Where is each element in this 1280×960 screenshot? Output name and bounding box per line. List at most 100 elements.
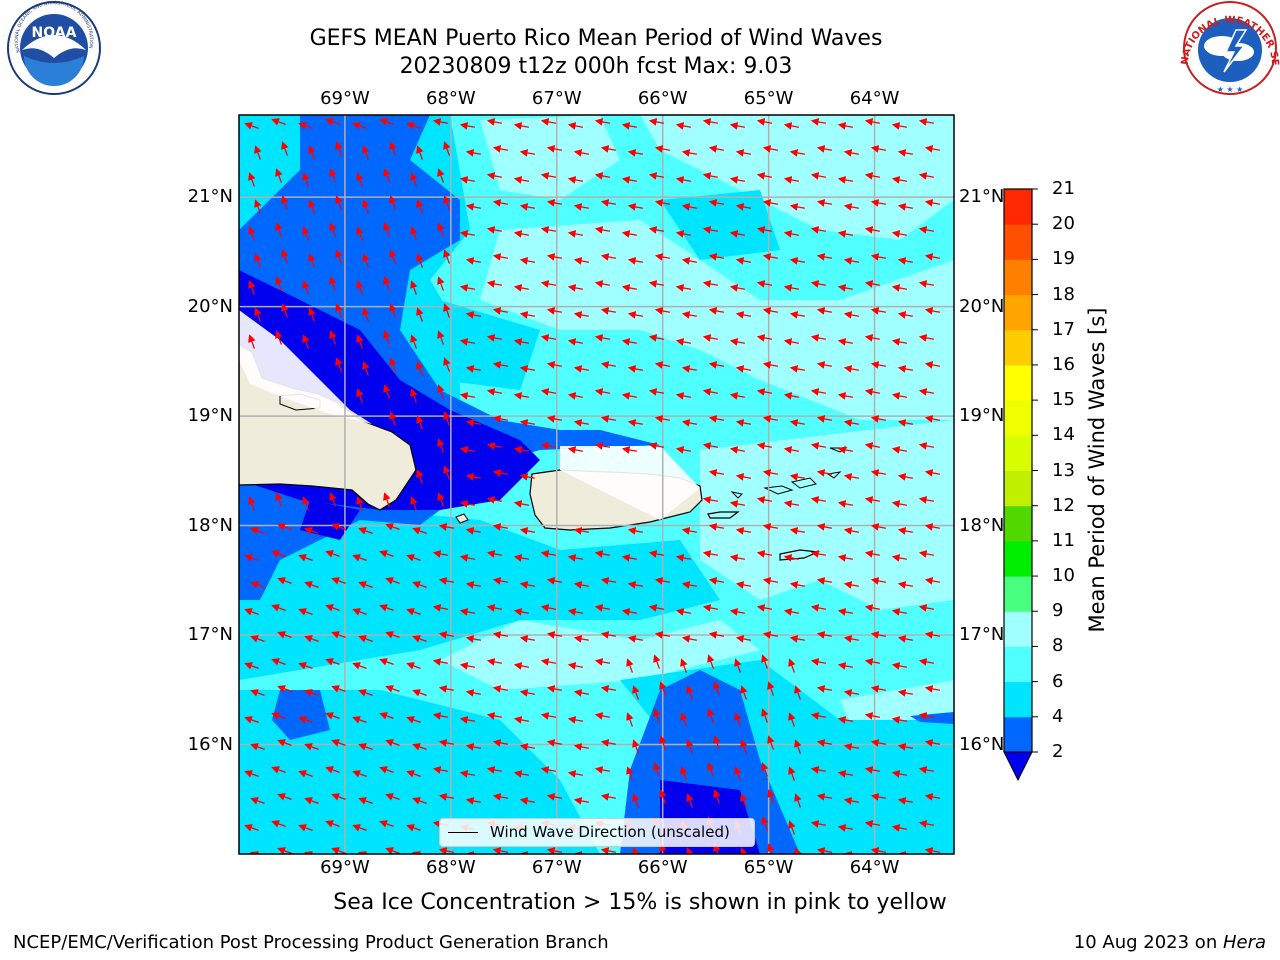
colorbar-segment — [1004, 400, 1032, 436]
footer-date: 10 Aug 2023 on Hera — [1074, 932, 1266, 953]
wind-wave-arrow — [627, 257, 644, 265]
wind-wave-arrow — [924, 361, 941, 369]
colorbar-level-label: 21 — [1052, 178, 1075, 199]
star-icon: ★ ★ ★ — [1217, 85, 1244, 94]
wind-wave-arrow — [335, 141, 343, 156]
wind-wave-arrow — [702, 172, 719, 180]
wind-wave-arrow — [843, 419, 860, 427]
wind-wave-arrow — [356, 496, 364, 511]
wind-wave-arrow — [870, 469, 887, 477]
wind-wave-arrow — [621, 446, 638, 454]
wind-wave-arrow — [708, 199, 725, 207]
axis-tick-label: 69°W — [320, 88, 370, 109]
footer-host: Hera — [1222, 932, 1266, 953]
wind-wave-arrow — [870, 577, 887, 585]
wind-wave-arrow — [492, 523, 509, 531]
noaa-logo: NOAA NATIONAL OCEANIC AND ATMOSPHERIC AD… — [0, 0, 101, 95]
wind-wave-arrow — [870, 361, 887, 369]
wind-wave-arrow — [362, 361, 370, 376]
wind-wave-arrow — [379, 712, 394, 720]
wind-wave-arrow — [837, 122, 854, 130]
wind-wave-arrow — [492, 253, 509, 261]
wind-wave-arrow — [735, 581, 752, 589]
wind-wave-arrow — [325, 766, 340, 774]
wind-wave-arrow — [843, 365, 860, 373]
wind-wave-arrow — [385, 793, 400, 801]
wind-wave-arrow — [702, 118, 719, 126]
wind-wave-arrow — [632, 847, 640, 854]
wind-wave-arrow — [546, 307, 563, 315]
wind-wave-arrow — [298, 770, 313, 778]
wind-wave-arrow — [870, 415, 887, 423]
wind-wave-arrow — [897, 581, 914, 589]
wind-wave-arrow — [762, 199, 779, 207]
wind-wave-arrow — [837, 284, 854, 292]
axis-tick-label: 19°N — [959, 405, 1005, 427]
wind-wave-arrow — [864, 442, 881, 450]
wind-wave-arrow — [740, 685, 748, 700]
wind-wave-arrow — [459, 608, 476, 616]
wind-wave-arrow — [789, 203, 806, 211]
wind-wave-direction-arrows — [244, 118, 941, 854]
axis-tick-label: 67°W — [531, 88, 582, 109]
wind-wave-arrow — [281, 141, 289, 156]
wind-wave-arrow — [654, 307, 671, 315]
wind-wave-arrow — [379, 766, 394, 774]
wind-wave-arrow — [379, 118, 394, 126]
wind-wave-arrow — [385, 685, 400, 693]
wind-wave-arrow — [546, 847, 563, 854]
noaa-logo-wordmark: NOAA — [32, 25, 77, 41]
wind-wave-arrow — [383, 492, 391, 507]
wind-wave-arrow — [708, 577, 725, 585]
wind-wave-arrow — [621, 176, 638, 184]
wind-wave-arrow — [271, 604, 286, 612]
wind-wave-arrow — [816, 145, 833, 153]
wind-wave-arrow — [621, 392, 638, 400]
wind-wave-arrow — [789, 419, 806, 427]
wind-wave-arrow — [740, 793, 748, 808]
tortola-island — [790, 477, 817, 489]
wind-wave-arrow — [546, 361, 563, 369]
wind-wave-arrow — [379, 550, 394, 558]
wind-wave-arrow — [789, 311, 806, 319]
wind-wave-arrow — [573, 149, 590, 157]
virgin-gorda-island — [826, 471, 842, 479]
wind-wave-arrow — [810, 766, 827, 774]
culebra-island — [730, 491, 744, 499]
wind-wave-arrow — [492, 361, 509, 369]
wind-wave-arrow — [492, 631, 509, 639]
wind-wave-arrow — [519, 365, 536, 373]
wind-wave-arrow — [302, 496, 310, 511]
wind-wave-arrow — [594, 118, 611, 126]
wind-wave-arrow — [600, 199, 617, 207]
wind-wave-arrow — [379, 604, 394, 612]
wind-wave-arrow — [810, 604, 827, 612]
wind-wave-arrow — [924, 415, 941, 423]
wind-wave-arrow — [437, 276, 445, 291]
wind-wave-arrow — [924, 739, 941, 747]
wind-wave-arrow — [627, 419, 644, 427]
axis-tick-label: 68°W — [425, 857, 476, 878]
wind-wave-arrow — [385, 523, 400, 531]
axis-tick-label: 65°W — [743, 857, 794, 878]
wind-wave-arrow — [432, 658, 449, 666]
axis-tick-label: 65°W — [743, 88, 794, 109]
wind-wave-arrow — [438, 739, 455, 747]
wind-wave-arrow — [486, 712, 503, 720]
wind-wave-arrow — [843, 311, 860, 319]
wind-wave-arrow — [864, 334, 881, 342]
map-title: GEFS MEAN Puerto Rico Mean Period of Win… — [309, 26, 883, 51]
wind-wave-arrow — [870, 307, 887, 315]
wind-wave-arrow — [389, 357, 397, 372]
wind-wave-arrow — [924, 631, 941, 639]
wind-wave-arrow — [275, 276, 283, 291]
wind-wave-arrow — [708, 523, 725, 531]
wind-wave-arrow — [675, 554, 692, 562]
wind-wave-arrow — [843, 257, 860, 265]
wind-wave-arrow — [486, 280, 503, 288]
wind-wave-arrow — [675, 176, 692, 184]
wind-wave-arrow — [244, 122, 259, 130]
wind-wave-arrow — [729, 554, 746, 562]
wind-wave-arrow — [810, 118, 827, 126]
colorbar-level-label: 8 — [1052, 635, 1064, 657]
